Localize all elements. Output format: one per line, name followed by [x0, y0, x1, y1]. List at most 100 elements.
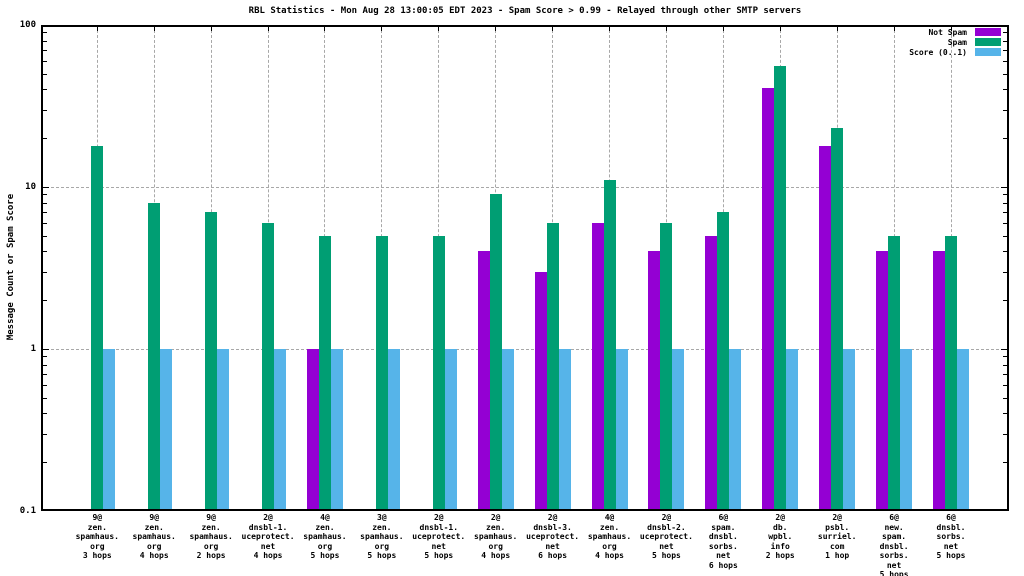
- bar-score-0-1: [103, 349, 116, 509]
- minor-tick-right: [1003, 384, 1007, 386]
- minor-tick-left: [43, 374, 47, 376]
- legend-item-not-spam: Not Spam: [928, 28, 1001, 37]
- bar-spam: [831, 128, 844, 509]
- legend-label: Spam: [947, 37, 967, 47]
- minor-tick-left: [43, 50, 47, 52]
- x-tick-label: 2@ psbl. surriel. com 1 hop: [817, 513, 857, 560]
- minor-tick-right: [1003, 109, 1007, 111]
- bar-score-0-1: [957, 349, 969, 509]
- bar-spam: [205, 212, 218, 509]
- bar-score-0-1: [160, 349, 173, 509]
- bar-spam: [945, 235, 957, 509]
- minor-tick-left: [43, 73, 47, 75]
- minor-tick-right: [1003, 364, 1007, 366]
- bar-spam: [717, 212, 730, 509]
- minor-tick-right: [1003, 73, 1007, 75]
- top-x-tick: [722, 27, 724, 31]
- minor-tick-right: [1003, 433, 1007, 435]
- minor-tick-left: [43, 138, 47, 140]
- minor-tick-left: [43, 222, 47, 224]
- bar-not-spam: [648, 251, 661, 509]
- bar-spam: [148, 202, 161, 509]
- minor-tick-left: [43, 433, 47, 435]
- bar-score-0-1: [387, 349, 400, 509]
- top-x-tick: [836, 27, 838, 31]
- minor-tick-right: [1003, 462, 1007, 464]
- bar-spam: [91, 145, 104, 509]
- bar-spam: [318, 235, 331, 509]
- x-tick-label: 6@ new. spam. dnsbl. sorbs. net 5 hops: [879, 513, 909, 576]
- bar-spam: [432, 235, 445, 509]
- x-tick-label: 9@ zen. spamhaus. org 4 hops: [132, 513, 176, 560]
- bar-score-0-1: [217, 349, 230, 509]
- bar-score-0-1: [843, 349, 856, 509]
- bar-score-0-1: [672, 349, 685, 509]
- bar-spam: [489, 194, 502, 509]
- top-x-tick: [381, 27, 383, 31]
- top-x-tick: [96, 27, 98, 31]
- minor-tick-left: [43, 202, 47, 204]
- minor-tick-right: [1003, 374, 1007, 376]
- bar-not-spam: [705, 235, 718, 509]
- top-x-tick: [552, 27, 554, 31]
- x-tick-label: 2@ dnsbl-3. uceprotect. net 6 hops: [526, 513, 580, 560]
- bar-score-0-1: [444, 349, 457, 509]
- minor-tick-left: [43, 271, 47, 273]
- minor-tick-right: [1003, 300, 1007, 302]
- minor-tick-left: [43, 397, 47, 399]
- major-tick-right: [1001, 187, 1007, 188]
- minor-tick-left: [43, 212, 47, 214]
- minor-tick-left: [43, 194, 47, 196]
- bar-score-0-1: [558, 349, 571, 509]
- chart-title: RBL Statistics - Mon Aug 28 13:00:05 EDT…: [248, 6, 802, 16]
- x-tick-label: 3@ zen. spamhaus. org 5 hops: [360, 513, 404, 560]
- major-tick-right: [1001, 510, 1007, 511]
- minor-tick-right: [1003, 40, 1007, 42]
- minor-tick-left: [43, 109, 47, 111]
- bar-score-0-1: [900, 349, 913, 509]
- plot-area: [41, 25, 1009, 511]
- legend-item-spam: Spam: [947, 37, 1001, 47]
- x-tick-label: 4@ zen. spamhaus. org 4 hops: [587, 513, 632, 560]
- legend-label: Score (0..1): [909, 47, 967, 57]
- top-x-tick: [267, 27, 269, 31]
- bar-spam: [262, 222, 275, 509]
- bar-not-spam: [876, 251, 889, 509]
- minor-tick-right: [1003, 356, 1007, 358]
- minor-tick-right: [1003, 222, 1007, 224]
- legend-swatch-not-spam: [975, 28, 1001, 36]
- y-tick-label: 1: [30, 344, 36, 354]
- top-x-tick: [438, 27, 440, 31]
- minor-tick-left: [43, 384, 47, 386]
- bar-score-0-1: [786, 349, 799, 509]
- top-x-tick: [665, 27, 667, 31]
- x-tick-label: 9@ zen. spamhaus. org 3 hops: [75, 513, 119, 560]
- bar-score-0-1: [729, 349, 742, 509]
- major-tick-left: [43, 349, 49, 350]
- minor-tick-right: [1003, 397, 1007, 399]
- bar-spam: [603, 180, 616, 509]
- x-tick-label: 2@ db. wpbl. info 2 hops: [765, 513, 795, 560]
- bar-not-spam: [762, 87, 775, 509]
- bar-spam: [774, 65, 787, 509]
- minor-tick-right: [1003, 60, 1007, 62]
- bar-not-spam: [477, 251, 490, 509]
- top-x-tick: [210, 27, 212, 31]
- bar-not-spam: [819, 145, 832, 509]
- bar-score-0-1: [274, 349, 287, 509]
- minor-tick-right: [1003, 194, 1007, 196]
- minor-tick-right: [1003, 413, 1007, 415]
- bar-score-0-1: [330, 349, 343, 509]
- top-x-tick: [779, 27, 781, 31]
- minor-tick-left: [43, 356, 47, 358]
- legend-item-score: Score (0..1): [909, 47, 1001, 57]
- bar-not-spam: [591, 222, 604, 509]
- major-tick-right: [1001, 25, 1007, 26]
- major-tick-right: [1001, 349, 1007, 350]
- minor-tick-right: [1003, 212, 1007, 214]
- gridline-h: [41, 348, 1009, 350]
- legend-swatch-score: [975, 48, 1001, 56]
- gridline-h: [41, 186, 1009, 188]
- minor-tick-left: [43, 300, 47, 302]
